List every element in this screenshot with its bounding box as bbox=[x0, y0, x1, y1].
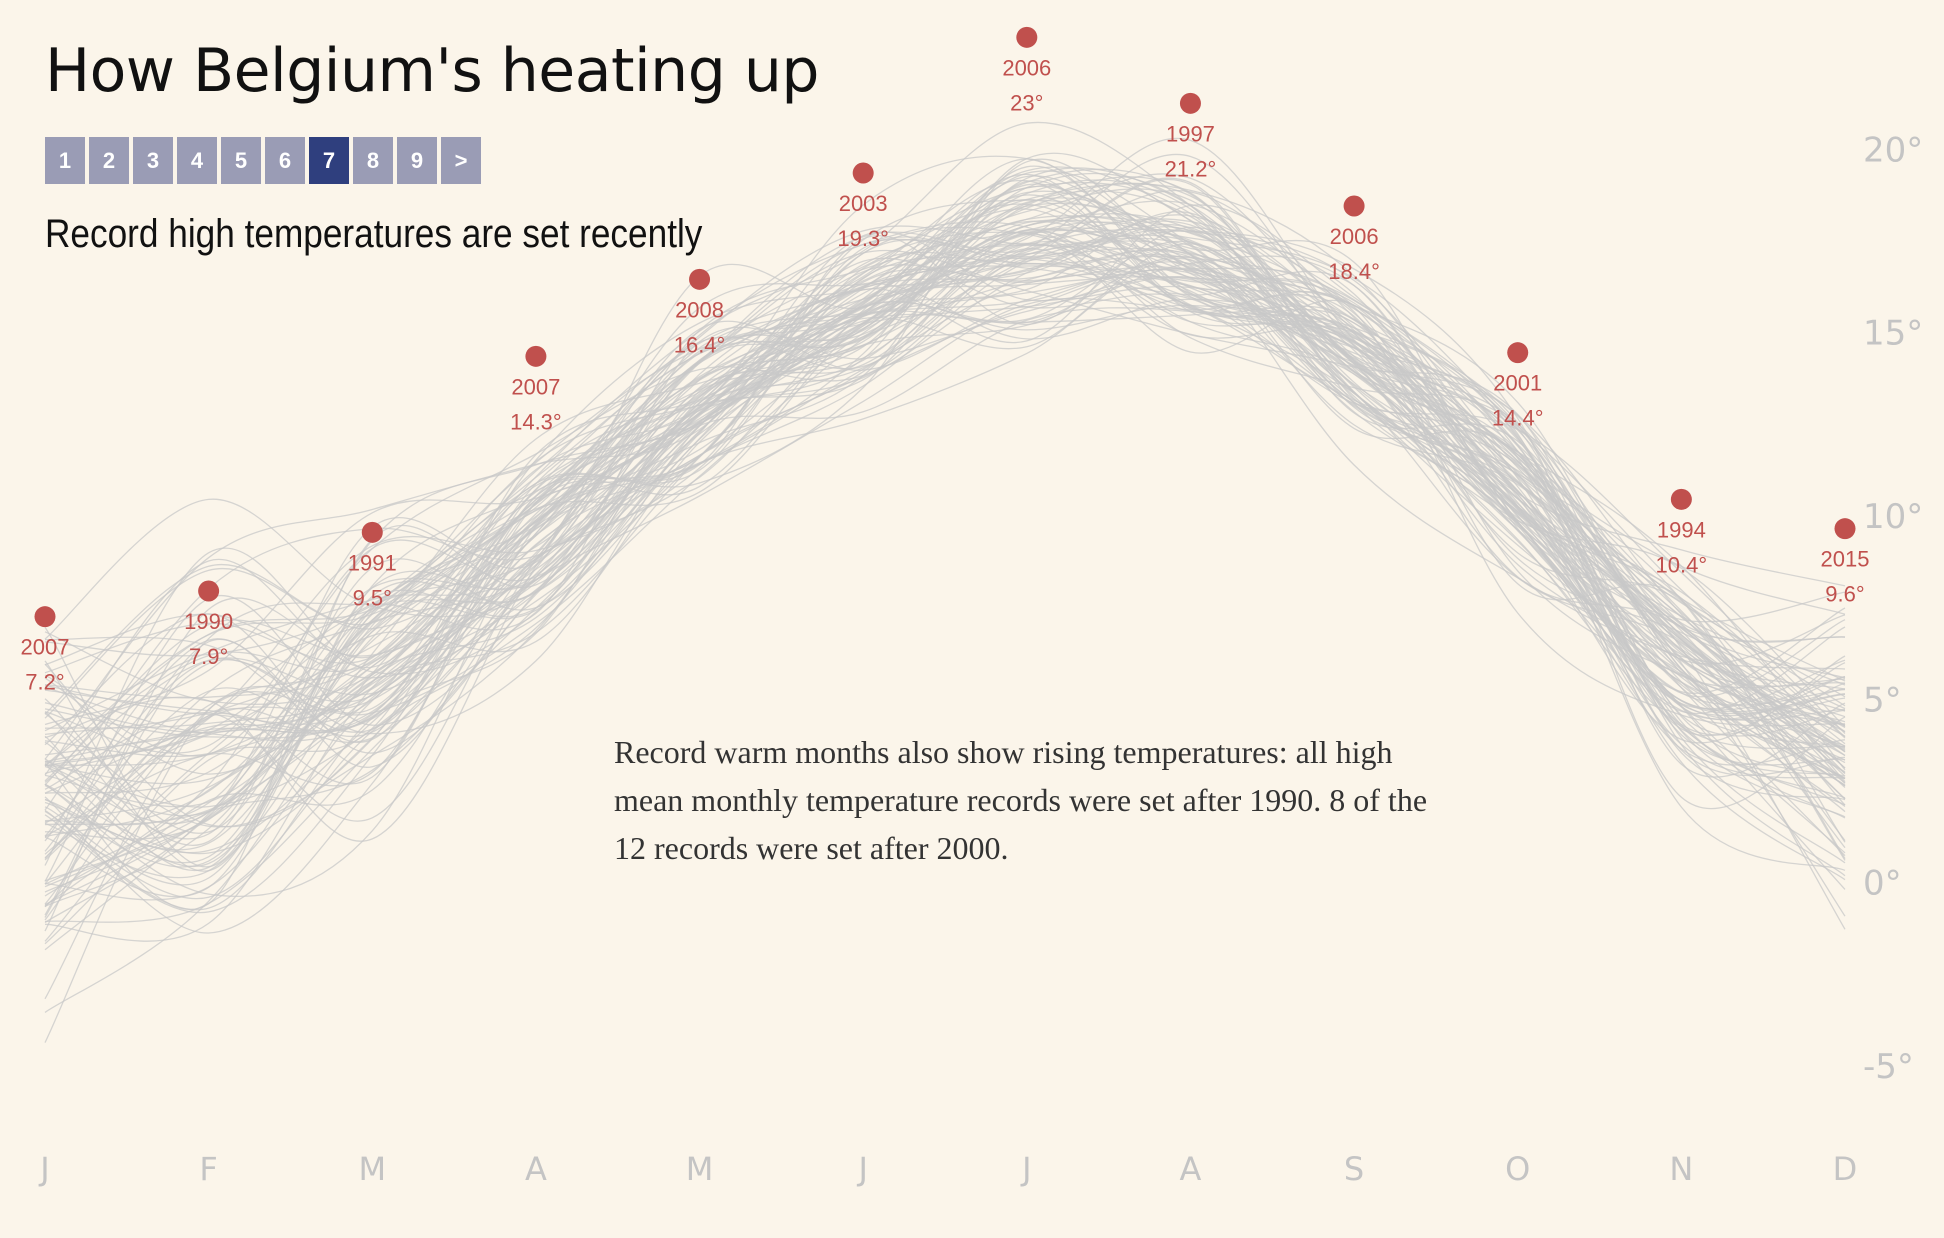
y-tick-label: 15° bbox=[1863, 314, 1923, 354]
x-tick-label: N bbox=[1669, 1150, 1693, 1188]
pager-step-4[interactable]: 4 bbox=[177, 137, 217, 184]
pager-step-8[interactable]: 8 bbox=[353, 137, 393, 184]
year-line bbox=[44, 226, 1846, 779]
year-line bbox=[44, 221, 1846, 1013]
record-point bbox=[361, 521, 383, 543]
record-year-label: 2007 bbox=[21, 635, 70, 660]
y-tick-label: 0° bbox=[1863, 864, 1902, 904]
record-value-label: 21.2° bbox=[1165, 156, 1217, 181]
record-point bbox=[1670, 488, 1692, 510]
record-value-label: 18.4° bbox=[1328, 259, 1380, 284]
year-line bbox=[44, 268, 1846, 871]
y-tick-label: 20° bbox=[1863, 130, 1923, 170]
record-year-label: 2006 bbox=[1002, 55, 1051, 80]
pager-step-6[interactable]: 6 bbox=[265, 137, 305, 184]
record-point bbox=[198, 580, 220, 602]
y-tick-label: 10° bbox=[1863, 497, 1923, 537]
year-line bbox=[44, 290, 1846, 934]
x-tick-label: A bbox=[1180, 1150, 1202, 1188]
record-value-label: 16.4° bbox=[674, 332, 726, 357]
x-tick-label: J bbox=[1020, 1150, 1031, 1188]
year-line bbox=[44, 266, 1846, 738]
record-point bbox=[1507, 342, 1529, 364]
year-line bbox=[44, 249, 1846, 917]
record-point bbox=[1343, 195, 1365, 217]
year-line bbox=[44, 263, 1846, 951]
record-value-label: 19.3° bbox=[837, 226, 889, 251]
x-tick-label: D bbox=[1833, 1150, 1858, 1188]
y-tick-label: -5° bbox=[1863, 1047, 1914, 1087]
x-tick-label: J bbox=[856, 1150, 867, 1188]
x-tick-label: J bbox=[38, 1150, 49, 1188]
pager-step-1[interactable]: 1 bbox=[45, 137, 85, 184]
x-tick-label: A bbox=[525, 1150, 547, 1188]
record-point bbox=[1834, 518, 1856, 540]
record-value-label: 7.2° bbox=[25, 670, 64, 695]
record-value-label: 7.9° bbox=[189, 644, 228, 669]
step-pager: 1 2 3 4 5 6 7 8 9 > bbox=[45, 137, 481, 184]
record-year-label: 2008 bbox=[675, 297, 724, 322]
year-line bbox=[44, 229, 1846, 867]
year-line bbox=[44, 219, 1846, 855]
year-line bbox=[44, 220, 1846, 942]
year-line bbox=[44, 261, 1846, 774]
year-line bbox=[44, 228, 1846, 766]
year-line bbox=[44, 179, 1846, 855]
year-line bbox=[44, 204, 1846, 888]
record-value-label: 23° bbox=[1010, 90, 1043, 115]
pager-step-9[interactable]: 9 bbox=[397, 137, 437, 184]
record-year-label: 2015 bbox=[1821, 547, 1870, 572]
year-line bbox=[44, 247, 1846, 729]
pager-step-3[interactable]: 3 bbox=[133, 137, 173, 184]
year-line bbox=[44, 227, 1846, 1000]
x-tick-label: S bbox=[1344, 1150, 1364, 1188]
x-tick-label: F bbox=[199, 1150, 217, 1188]
year-line bbox=[44, 231, 1846, 757]
record-year-label: 1990 bbox=[184, 609, 233, 634]
record-point bbox=[852, 162, 874, 184]
record-year-label: 1994 bbox=[1657, 517, 1706, 542]
year-line bbox=[44, 190, 1846, 854]
year-line bbox=[44, 231, 1846, 921]
year-line bbox=[44, 301, 1846, 893]
record-year-label: 2001 bbox=[1493, 371, 1542, 396]
pager-step-5[interactable]: 5 bbox=[221, 137, 261, 184]
record-point bbox=[689, 268, 711, 290]
pager-step-7-active[interactable]: 7 bbox=[309, 137, 349, 184]
record-point bbox=[1179, 92, 1201, 114]
record-year-label: 2006 bbox=[1330, 224, 1379, 249]
record-value-label: 14.3° bbox=[510, 409, 562, 434]
record-value-label: 10.4° bbox=[1656, 552, 1708, 577]
record-value-label: 9.6° bbox=[1825, 582, 1864, 607]
x-tick-label: O bbox=[1505, 1150, 1530, 1188]
year-line bbox=[44, 245, 1846, 754]
year-line bbox=[44, 257, 1846, 864]
historical-year-lines bbox=[44, 121, 1846, 1043]
record-value-label: 14.4° bbox=[1492, 406, 1544, 431]
year-line bbox=[44, 215, 1846, 794]
year-line bbox=[44, 168, 1846, 828]
year-line bbox=[44, 197, 1846, 882]
x-tick-label: M bbox=[358, 1150, 386, 1188]
record-year-label: 2003 bbox=[839, 191, 888, 216]
year-line bbox=[44, 276, 1846, 918]
x-tick-label: M bbox=[686, 1150, 714, 1188]
annotation-text: Record warm months also show rising temp… bbox=[614, 734, 1428, 866]
record-year-label: 2007 bbox=[511, 374, 560, 399]
record-point bbox=[525, 345, 547, 367]
record-point bbox=[1016, 26, 1038, 48]
y-tick-label: 5° bbox=[1863, 680, 1902, 720]
record-year-label: 1991 bbox=[348, 550, 397, 575]
record-year-label: 1997 bbox=[1166, 121, 1215, 146]
pager-next-button[interactable]: > bbox=[441, 137, 481, 184]
step-subtitle: Record high temperatures are set recentl… bbox=[45, 212, 703, 256]
record-point bbox=[34, 606, 56, 628]
record-value-label: 9.5° bbox=[353, 585, 392, 610]
pager-step-2[interactable]: 2 bbox=[89, 137, 129, 184]
page-title: How Belgium's heating up bbox=[45, 36, 819, 106]
